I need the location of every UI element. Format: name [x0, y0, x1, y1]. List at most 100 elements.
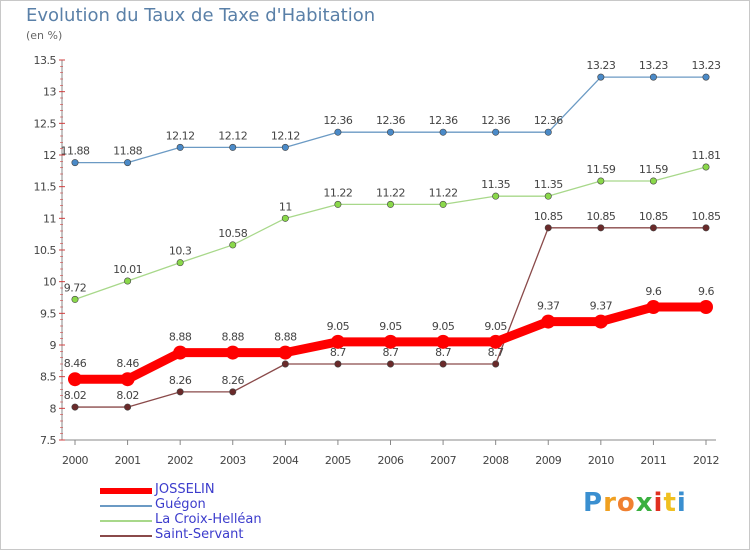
x-tick-label: 2006: [378, 454, 404, 467]
y-tick-label: 10: [43, 276, 56, 289]
data-point: [492, 128, 500, 136]
y-tick-label: 9: [50, 339, 57, 352]
data-label: 11: [279, 200, 292, 213]
data-point: [334, 360, 342, 368]
data-label: 9.37: [537, 300, 560, 313]
chart-title: Evolution du Taux de Taxe d'Habitation: [26, 5, 376, 26]
data-label: 9.05: [432, 320, 455, 333]
data-label: 10.85: [534, 210, 563, 223]
data-point: [124, 159, 132, 167]
data-label: 9.05: [379, 320, 402, 333]
data-label: 11.35: [534, 178, 563, 191]
data-point: [124, 403, 132, 411]
legend-label: Saint-Servant: [155, 527, 244, 542]
data-point: [649, 224, 657, 232]
logo-letter: t: [663, 488, 677, 518]
data-point: [334, 200, 342, 208]
y-tick-label: 12: [43, 149, 56, 162]
data-label: 8.02: [116, 389, 139, 402]
data-point: [593, 314, 608, 329]
data-label: 12.36: [323, 114, 352, 127]
x-tick-label: 2003: [220, 454, 246, 467]
data-point: [544, 128, 552, 136]
data-point: [176, 143, 184, 151]
data-label: 13.23: [586, 59, 615, 72]
y-tick-label: 11.5: [34, 181, 57, 194]
data-point: [383, 334, 398, 349]
data-point: [541, 314, 556, 329]
data-label: 8.88: [222, 331, 245, 344]
data-label: 9.05: [327, 320, 350, 333]
legend-swatch: [100, 488, 152, 494]
data-label: 11.88: [113, 145, 142, 158]
logo-letter: o: [616, 488, 636, 518]
data-label: 8.26: [222, 374, 245, 387]
y-tick-label: 8: [50, 402, 57, 415]
legend-swatch: [100, 520, 152, 522]
data-label: 8.02: [64, 389, 87, 402]
y-tick-label: 10.5: [34, 244, 57, 257]
data-label: 11.81: [692, 149, 721, 162]
data-label: 9.37: [590, 300, 613, 313]
data-label: 8.88: [169, 331, 192, 344]
data-point: [649, 73, 657, 81]
data-point: [281, 360, 289, 368]
legend-label: Guégon: [155, 497, 206, 512]
data-point: [597, 224, 605, 232]
data-label: 12.36: [429, 114, 458, 127]
legend-swatch: [100, 535, 152, 537]
data-label: 11.35: [481, 178, 510, 191]
data-label: 8.7: [330, 346, 346, 359]
data-point: [71, 295, 79, 303]
data-label: 8.7: [435, 346, 451, 359]
data-point: [646, 300, 661, 314]
logo-letter: i: [653, 488, 664, 518]
data-label: 11.59: [639, 163, 668, 176]
data-point: [229, 388, 237, 396]
x-tick-label: 2001: [115, 454, 141, 467]
data-point: [386, 200, 394, 208]
data-label: 12.12: [218, 129, 247, 142]
data-label: 8.88: [274, 331, 297, 344]
proxiti-logo: Proxiti: [583, 488, 687, 518]
legend-label: JOSSELIN: [155, 482, 215, 497]
data-label: 12.36: [376, 114, 405, 127]
data-point: [176, 259, 184, 267]
x-tick-label: 2012: [693, 454, 719, 467]
data-point: [229, 143, 237, 151]
data-point: [281, 143, 289, 151]
data-label: 9.05: [484, 320, 507, 333]
data-label: 12.36: [534, 114, 563, 127]
x-tick-label: 2005: [325, 454, 351, 467]
x-tick-label: 2009: [535, 454, 561, 467]
data-point: [439, 128, 447, 136]
data-point: [281, 214, 289, 222]
data-point: [173, 345, 188, 360]
data-label: 10.01: [113, 263, 142, 276]
data-point: [597, 73, 605, 81]
data-point: [176, 388, 184, 396]
data-point: [597, 177, 605, 185]
data-label: 10.3: [169, 245, 192, 258]
data-point: [439, 200, 447, 208]
logo-letter: P: [583, 488, 604, 518]
y-tick-label: 9.5: [40, 307, 56, 320]
x-tick-label: 2000: [62, 454, 88, 467]
data-point: [124, 277, 132, 285]
data-point: [386, 128, 394, 136]
data-point: [330, 334, 345, 349]
y-tick-label: 8.5: [40, 371, 56, 384]
logo-letter: r: [603, 488, 617, 518]
data-point: [68, 372, 82, 387]
data-point: [229, 241, 237, 249]
data-point: [702, 73, 710, 81]
y-tick-label: 13.5: [34, 54, 57, 67]
data-label: 11.88: [61, 145, 90, 158]
x-tick-label: 2010: [588, 454, 614, 467]
x-tick-label: 2011: [640, 454, 666, 467]
data-point: [439, 360, 447, 368]
data-label: 9.6: [698, 285, 714, 298]
legend-label: La Croix-Helléan: [155, 512, 262, 527]
